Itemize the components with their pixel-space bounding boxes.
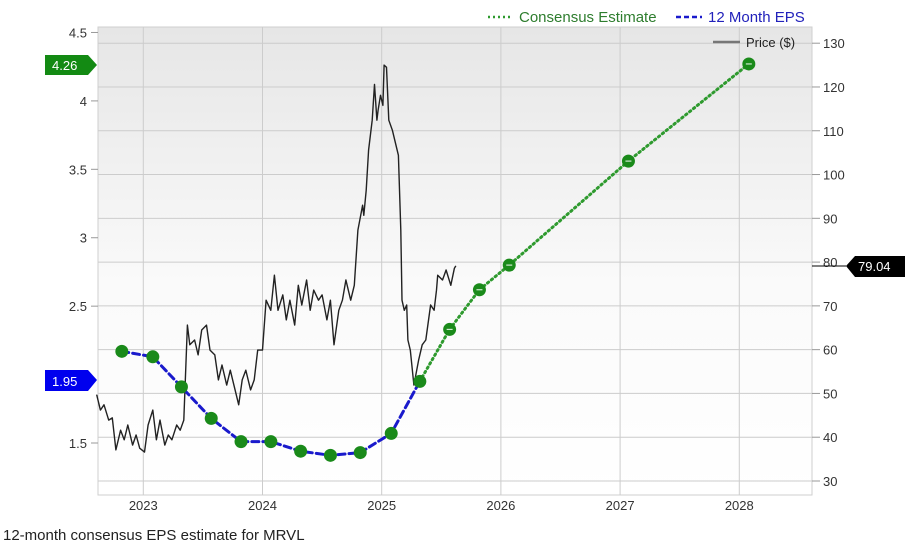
- left-tick-label: 3: [80, 231, 87, 246]
- x-tick-label: 2026: [486, 498, 515, 513]
- right-tick-label: 90: [823, 211, 837, 226]
- left-tick-label: 4.5: [69, 25, 87, 40]
- eps-data-point: [384, 426, 398, 440]
- legend: Consensus Estimate 12 Month EPS Price ($…: [488, 9, 805, 50]
- eps-data-point: [353, 446, 367, 460]
- right-tick-label: 40: [823, 430, 837, 445]
- right-tick-label: 80: [823, 255, 837, 270]
- eps-data-point: [323, 448, 337, 462]
- grid: [98, 27, 812, 495]
- eps-data-point: [264, 435, 278, 449]
- eps-chart: 2023 2024 2025 2026 2027 2028 30 40 50 60 70 80 90 10…: [45, 9, 905, 513]
- eps-data-point: [413, 374, 427, 388]
- x-tick-label: 2028: [725, 498, 754, 513]
- left-tick-label: 3.5: [69, 162, 87, 177]
- x-tick-label: 2027: [606, 498, 635, 513]
- x-tick-label: 2023: [129, 498, 158, 513]
- consensus-last-tag: 4.26: [45, 55, 97, 75]
- right-tick-label: 130: [823, 36, 845, 51]
- right-tick-label: 70: [823, 299, 837, 314]
- eps-data-point: [174, 380, 188, 394]
- right-tick-label: 60: [823, 343, 837, 358]
- x-tick-label: 2024: [248, 498, 277, 513]
- right-tick-label: 120: [823, 80, 845, 95]
- right-tick-label: 30: [823, 474, 837, 489]
- left-tick-label: 4: [80, 94, 87, 109]
- markers: [115, 57, 756, 462]
- eps-data-point: [234, 435, 248, 449]
- legend-eps-label: 12 Month EPS: [708, 9, 805, 26]
- left-tick-label: 2.5: [69, 299, 87, 314]
- price-last-tag: 79.04: [812, 256, 905, 277]
- eps-last-value: 1.95: [52, 374, 77, 389]
- eps-last-tag: 1.95: [45, 370, 97, 391]
- series-line-solid: [96, 64, 457, 453]
- plot-area: [97, 26, 813, 496]
- series-line-dotted: [418, 62, 751, 383]
- price-last-value: 79.04: [858, 259, 891, 274]
- eps-data-point: [204, 411, 218, 425]
- right-tick-label: 110: [823, 124, 844, 139]
- eps-data-point: [146, 350, 160, 364]
- eps-data-point: [294, 444, 308, 458]
- right-tick-label: 50: [823, 386, 837, 401]
- legend-price-label: Price ($): [746, 35, 795, 50]
- legend-consensus-label: Consensus Estimate: [519, 9, 657, 26]
- x-tick-label: 2025: [367, 498, 396, 513]
- consensus-last-value: 4.26: [52, 58, 77, 73]
- eps-data-point: [115, 344, 129, 358]
- left-tick-label: 1.5: [69, 436, 87, 451]
- chart-caption: 12-month consensus EPS estimate for MRVL: [3, 527, 305, 544]
- right-tick-label: 100: [823, 168, 845, 183]
- axes: 2023 2024 2025 2026 2027 2028 30 40 50 60 70 80 90 10…: [69, 25, 845, 513]
